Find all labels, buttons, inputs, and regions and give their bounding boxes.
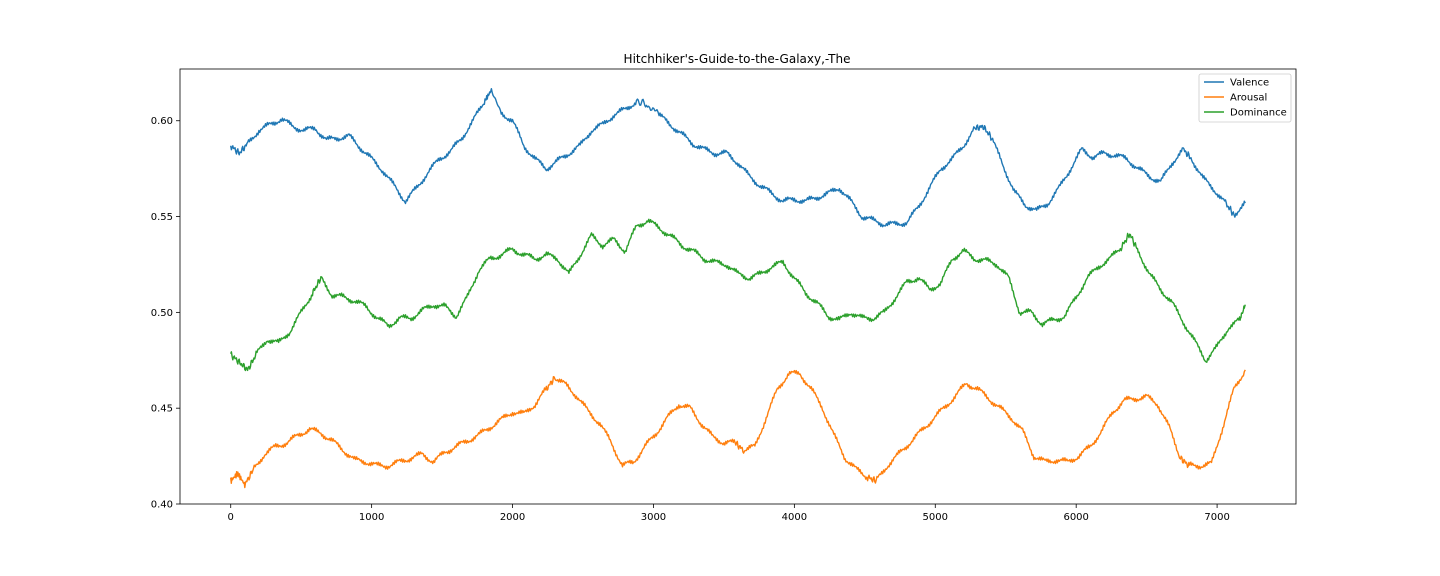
x-tick-label: 2000	[500, 512, 525, 523]
x-tick-label: 5000	[923, 512, 948, 523]
x-tick-label: 6000	[1063, 512, 1088, 523]
series-line-dominance	[230, 218, 1246, 372]
x-tick-label: 4000	[782, 512, 807, 523]
y-tick-label: 0.50	[151, 308, 173, 319]
x-tick-label: 3000	[641, 512, 666, 523]
series-line-valence	[230, 87, 1246, 228]
legend-label-valence: Valence	[1230, 78, 1269, 89]
chart-title: Hitchhiker's-Guide-to-the-Galaxy,-The	[624, 52, 851, 66]
x-tick-label: 0	[228, 512, 234, 523]
legend-label-arousal: Arousal	[1230, 93, 1267, 104]
series-layer	[230, 87, 1246, 489]
y-tick-label: 0.55	[151, 212, 173, 223]
y-tick-label: 0.45	[151, 404, 173, 415]
y-tick-label: 0.60	[151, 116, 173, 127]
x-axis: 0 1000 2000 3000 4000 5000 6000 7000	[228, 504, 1230, 523]
legend-label-dominance: Dominance	[1230, 108, 1287, 119]
y-tick-label: 0.40	[151, 500, 173, 511]
legend: Valence Arousal Dominance	[1198, 73, 1292, 123]
legend-box	[1198, 73, 1292, 123]
plot-frame	[179, 68, 1297, 505]
series-line-arousal	[230, 369, 1246, 489]
x-tick-label: 1000	[359, 512, 384, 523]
x-tick-label: 7000	[1204, 512, 1229, 523]
y-axis: 0.40 0.45 0.50 0.55 0.60	[151, 116, 180, 511]
